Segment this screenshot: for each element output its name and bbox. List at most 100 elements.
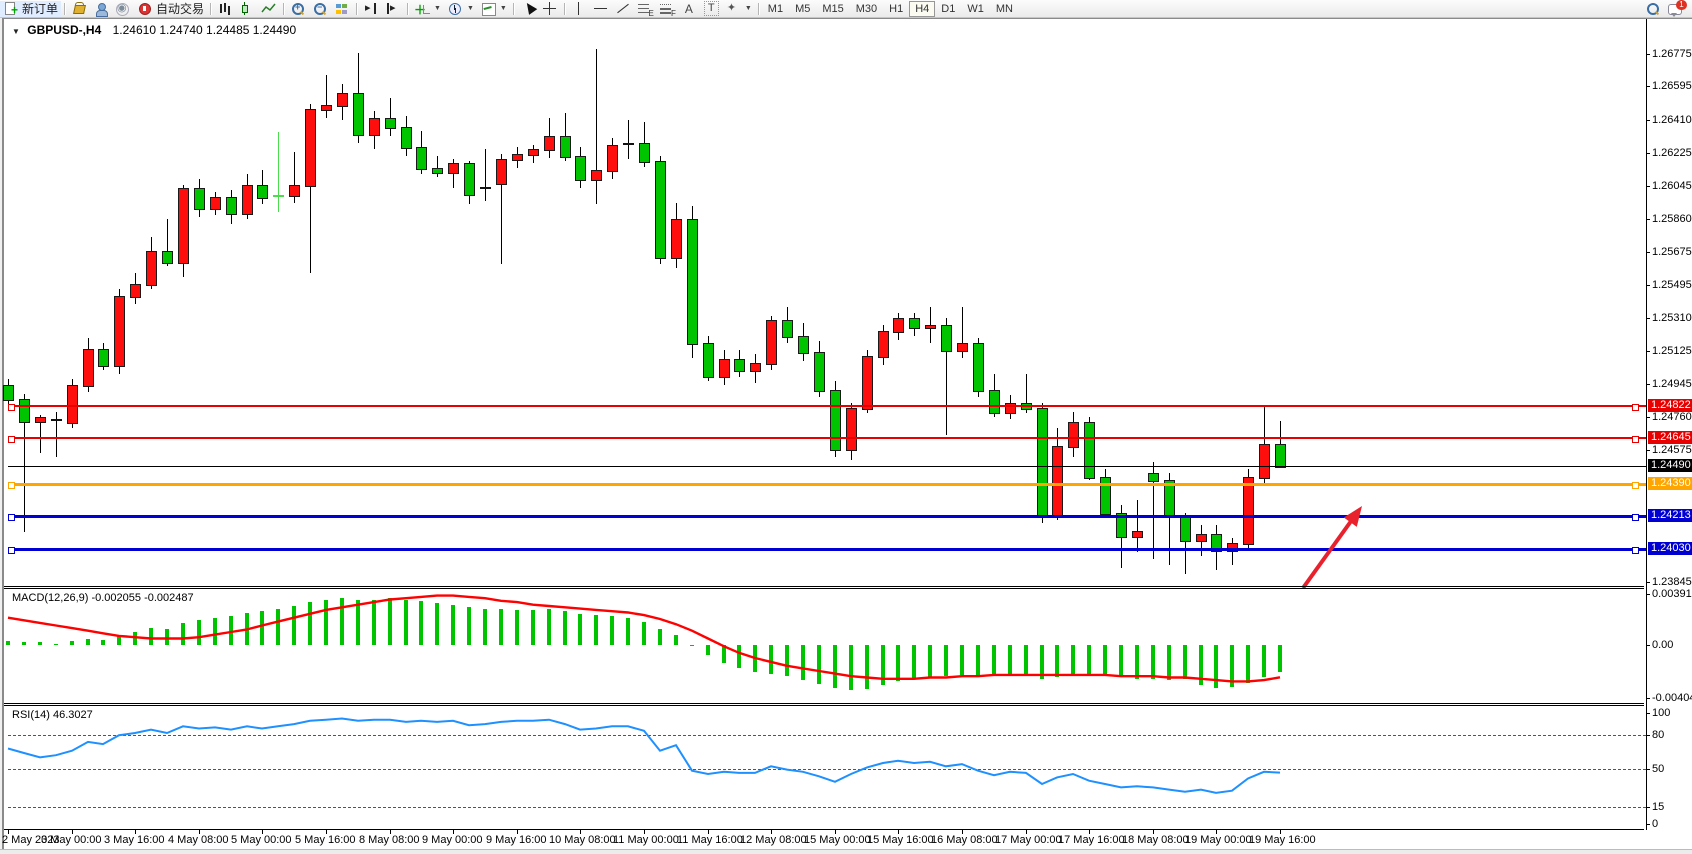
candle-up	[337, 93, 348, 107]
search-icon	[1645, 2, 1661, 16]
auto-scroll-icon	[363, 1, 379, 16]
timeframe-button-M1[interactable]: M1	[767, 2, 784, 15]
line-handle[interactable]	[8, 404, 15, 411]
macd-histogram-bar	[1151, 645, 1155, 679]
line-handle[interactable]	[1632, 547, 1639, 554]
candle-down	[1100, 477, 1111, 515]
macd-histogram-bar	[1055, 645, 1059, 677]
pane-divider[interactable]	[4, 705, 1644, 706]
candle-up	[210, 197, 221, 210]
timeframe-button-H1[interactable]: H1	[889, 2, 904, 15]
templates-button[interactable]: ▼	[477, 1, 510, 17]
timeframe-button-M5[interactable]: M5	[795, 2, 811, 15]
text-button[interactable]	[678, 1, 700, 17]
crosshair-button[interactable]	[539, 1, 561, 17]
price-tick-label: 1.26045	[1652, 180, 1692, 192]
styles-button[interactable]	[68, 1, 90, 17]
collapse-arrow-icon[interactable]: ▼	[12, 27, 20, 36]
date-tick	[708, 830, 709, 834]
hline-1.24213[interactable]	[8, 515, 1646, 518]
candle-up	[957, 343, 968, 352]
timeframe-button-M30[interactable]: M30	[855, 2, 878, 15]
notifications-button[interactable]: 1	[1664, 0, 1687, 17]
text-label-button[interactable]	[700, 0, 722, 17]
trendline-button[interactable]	[612, 1, 634, 17]
search-button[interactable]	[1642, 1, 1664, 17]
macd-histogram-bar	[722, 645, 726, 663]
timeframe-button-M15[interactable]: M15	[822, 2, 844, 15]
bar-chart-button[interactable]	[214, 1, 236, 17]
macd-histogram-bar	[292, 606, 296, 645]
zoom-in-button[interactable]: +	[287, 1, 309, 17]
hline-1.24822[interactable]	[8, 405, 1646, 407]
candle-down	[973, 343, 984, 392]
profile-button[interactable]	[90, 1, 112, 17]
line-handle[interactable]	[8, 436, 15, 443]
price-tick	[1646, 153, 1650, 154]
tile-windows-button[interactable]	[331, 1, 353, 17]
timeframe-button-W1[interactable]: W1	[967, 2, 984, 15]
chart-shift-button[interactable]	[382, 1, 404, 17]
hline-1.24390[interactable]	[8, 483, 1646, 486]
macd-histogram-bar	[435, 603, 439, 645]
line-handle[interactable]	[1632, 514, 1639, 521]
price-tick	[1646, 186, 1650, 187]
line-handle[interactable]	[1632, 482, 1639, 489]
candle-down	[226, 197, 237, 215]
timeframe-button-MN[interactable]: MN	[995, 2, 1013, 15]
hline-1.24645[interactable]	[8, 437, 1646, 439]
macd-histogram-bar	[260, 611, 264, 645]
macd-histogram-bar	[1119, 645, 1123, 677]
tile-windows-icon	[334, 2, 350, 16]
line-handle[interactable]	[1632, 436, 1639, 443]
candlestick-button[interactable]	[236, 1, 258, 17]
periods-button[interactable]: ▼	[444, 1, 477, 17]
candle-wick	[1153, 462, 1154, 559]
line-handle[interactable]	[8, 514, 15, 521]
timeframe-button-D1[interactable]: D1	[941, 2, 956, 15]
shapes-icon	[725, 1, 741, 16]
price-tick-label: 1.26775	[1652, 48, 1692, 60]
candle-up	[1227, 543, 1238, 552]
candle-wick	[40, 415, 41, 453]
arrows-button[interactable]: ▼	[722, 1, 755, 17]
line-handle[interactable]	[8, 482, 15, 489]
candle-up	[496, 159, 507, 185]
auto-trading-button[interactable]: 自动交易	[134, 1, 207, 17]
hline-1.24490[interactable]	[8, 466, 1646, 467]
candle-down	[830, 390, 841, 451]
date-tick-label: 3 May 16:00	[104, 834, 165, 846]
date-tick	[199, 830, 200, 834]
horizontal-line-button[interactable]	[590, 1, 612, 17]
auto-scroll-button[interactable]	[360, 1, 382, 17]
price-tick-label: 1.25125	[1652, 345, 1692, 357]
fibonacci-button[interactable]	[656, 1, 678, 18]
date-tick-label: 17 May 00:00	[995, 834, 1062, 846]
indicators-button[interactable]: ▼	[411, 1, 444, 18]
signals-button[interactable]	[112, 1, 134, 17]
date-tick-label: 11 May 00:00	[613, 834, 679, 846]
price-axis[interactable]	[1646, 19, 1647, 830]
new-order-button[interactable]: 新订单	[0, 0, 62, 17]
zoom-out-button[interactable]: −	[309, 1, 331, 17]
price-tick	[1646, 450, 1650, 451]
equidistant-channel-button[interactable]	[634, 1, 656, 18]
macd-histogram-bar	[594, 615, 598, 645]
hline-1.24030[interactable]	[8, 548, 1646, 551]
cursor-button[interactable]	[517, 1, 539, 17]
pane-divider[interactable]	[4, 586, 1644, 587]
line-handle[interactable]	[8, 547, 15, 554]
macd-histogram-bar	[737, 645, 741, 668]
line-chart-button[interactable]	[258, 1, 280, 17]
candle-up	[146, 251, 157, 286]
pane-divider[interactable]	[4, 588, 1644, 589]
line-handle[interactable]	[1632, 404, 1639, 411]
timeframe-button-H4[interactable]: H4	[909, 0, 936, 17]
date-tick	[262, 830, 263, 834]
price-tick	[1646, 120, 1650, 121]
vertical-line-button[interactable]	[568, 1, 590, 17]
macd-histogram-bar	[165, 629, 169, 645]
pane-divider[interactable]	[4, 703, 1644, 704]
macd-histogram-bar	[992, 645, 996, 676]
channel-e-icon	[637, 2, 654, 18]
